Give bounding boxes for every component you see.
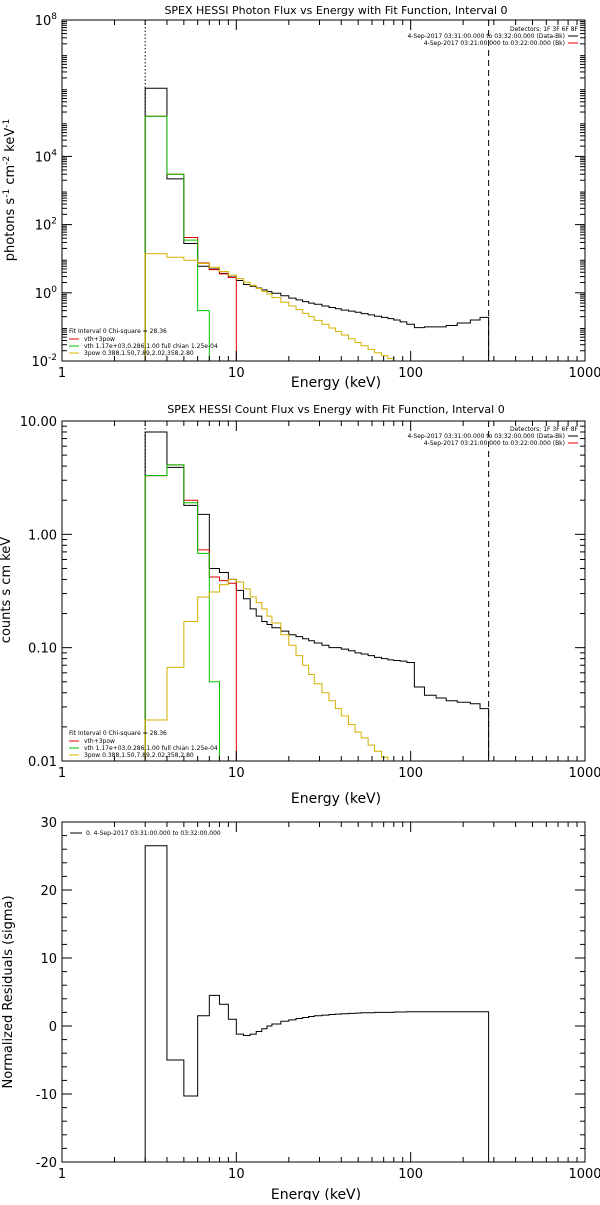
photon-flux-legend-bottom: Fit Interval 0 Chi-square = 28.36 vth+3p… [69, 328, 218, 357]
photon-flux-plot-area [144, 20, 490, 361]
x-tick-label: 10 [228, 766, 245, 781]
residuals-frame [61, 821, 586, 1163]
residuals-legend: 0. 4-Sep-2017 03:31:00.000 to 03:32:00.0… [70, 830, 221, 837]
count-flux-legend-top: Detectors: 1F 3F 6F 8F 4-Sep-2017 03:31:… [407, 426, 578, 447]
x-tick-label: 1000 [568, 366, 600, 381]
residuals-y-ticks: -20 -10 0 10 20 30 [36, 816, 585, 1171]
legend-detectors: Detectors: 1F 3F 6F 8F [510, 26, 579, 33]
total-model-step-line [144, 115, 237, 361]
y-tick-label: 10.00 [20, 415, 57, 430]
y-tick-label: 1.00 [28, 528, 57, 543]
y-tick-label: 20 [40, 884, 57, 899]
y-tick-label: 10-2 [31, 353, 57, 370]
x-tick-label: 10 [228, 366, 245, 381]
residuals-plot-area [144, 845, 490, 1162]
photon-flux-x-ticks: 1 10 100 1000 [58, 20, 600, 381]
y-tick-label: 104 [35, 148, 58, 165]
legend-model-total: vth+3pow [84, 738, 115, 745]
y-tick-label: 102 [35, 217, 57, 234]
total-model-step-line [144, 464, 237, 761]
y-tick-label: 0 [49, 1020, 57, 1035]
legend-residual-interval: 0. 4-Sep-2017 03:31:00.000 to 03:32:00.0… [86, 830, 221, 837]
legend-data-interval: 4-Sep-2017 03:31:00.000 to 03:32:00.000 … [407, 33, 565, 40]
thermal-step-line [144, 115, 210, 361]
x-tick-label: 1 [58, 766, 66, 781]
data-step-line [144, 431, 490, 761]
photon-flux-x-axis-label: Energy (keV) [291, 375, 381, 391]
legend-3pow: 3pow 0.388,1.50,7.89,2.02,358,2.80 [84, 752, 194, 759]
y-tick-label: 10 [40, 952, 57, 967]
residuals-x-axis-label: Energy (keV) [271, 1187, 361, 1200]
x-tick-label: 1 [58, 1167, 66, 1182]
legend-bk-interval: 4-Sep-2017 03:21:00.000 to 03:22:00.000 … [424, 440, 565, 447]
x-tick-label: 100 [398, 1167, 423, 1182]
data-step-line [144, 845, 490, 1162]
x-tick-label: 100 [398, 766, 423, 781]
photon-flux-title: SPEX HESSI Photon Flux vs Energy with Fi… [164, 4, 507, 17]
count-flux-legend-bottom: Fit Interval 0 Chi-square = 28.36 vth+3p… [69, 730, 218, 759]
power-law-step-line [144, 253, 458, 361]
photon-flux-legend-top: Detectors: 1F 3F 6F 8F 4-Sep-2017 03:31:… [407, 26, 578, 47]
legend-detectors: Detectors: 1F 3F 6F 8F [510, 426, 579, 433]
residuals-y-axis-label: Normalized Residuals (sigma) [1, 895, 16, 1088]
legend-vth: vth 1.17e+03,0.286,1.00 full chian 1.25e… [84, 343, 218, 350]
legend-fit-interval: Fit Interval 0 Chi-square = 28.36 [69, 328, 167, 335]
photon-flux-frame [61, 19, 586, 362]
y-tick-label: 0.01 [28, 755, 57, 770]
count-flux-x-axis-label: Energy (keV) [291, 791, 381, 807]
count-flux-frame [61, 420, 586, 762]
power-law-step-line [144, 578, 407, 761]
photon-flux-y-axis-label: photons s-1 cm-2 keV-1 [2, 119, 18, 261]
y-tick-label: 0.10 [28, 642, 57, 657]
photon-flux-y-ticks: 10-2 100 102 104 108 [31, 12, 585, 370]
y-tick-label: 30 [40, 816, 57, 831]
x-tick-label: 100 [398, 366, 423, 381]
x-tick-label: 10 [228, 1167, 245, 1182]
data-step-line [144, 87, 490, 361]
x-tick-label: 1000 [568, 766, 600, 781]
x-tick-label: 1 [58, 366, 66, 381]
photon-flux-panel: SPEX HESSI Photon Flux vs Energy with Fi… [2, 4, 600, 391]
count-flux-plot-area [144, 421, 490, 761]
count-flux-y-axis-label: counts s cm keV [0, 537, 14, 643]
legend-model-total: vth+3pow [84, 336, 115, 343]
legend-vth: vth 1.17e+03,0.286,1.00 full chian 1.25e… [84, 745, 218, 752]
count-flux-panel: SPEX HESSI Count Flux vs Energy with Fit… [0, 403, 600, 807]
legend-3pow: 3pow 0.388,1.50,7.89,2.02,358,2.80 [84, 350, 194, 357]
count-flux-x-ticks: 1 10 100 1000 [58, 421, 600, 781]
x-tick-label: 1000 [568, 1167, 600, 1182]
y-tick-label: -10 [36, 1088, 57, 1103]
y-tick-label: 108 [35, 12, 58, 29]
legend-fit-interval: Fit Interval 0 Chi-square = 28.36 [69, 730, 167, 737]
count-flux-title: SPEX HESSI Count Flux vs Energy with Fit… [167, 403, 504, 416]
thermal-step-line [144, 464, 220, 761]
y-tick-label: -20 [36, 1156, 57, 1171]
legend-bk-interval: 4-Sep-2017 03:21:00.000 to 03:22:00.000 … [424, 40, 565, 47]
residuals-x-ticks: 1 10 100 1000 [58, 822, 600, 1182]
y-tick-label: 100 [35, 285, 58, 302]
legend-data-interval: 4-Sep-2017 03:31:00.000 to 03:32:00.000 … [407, 433, 565, 440]
residuals-panel: 1 10 100 1000 -20 -10 0 10 20 30 Energy (keV) No… [1, 816, 600, 1203]
count-flux-y-ticks: 0.01 0.10 1.00 10.00 [20, 415, 585, 770]
